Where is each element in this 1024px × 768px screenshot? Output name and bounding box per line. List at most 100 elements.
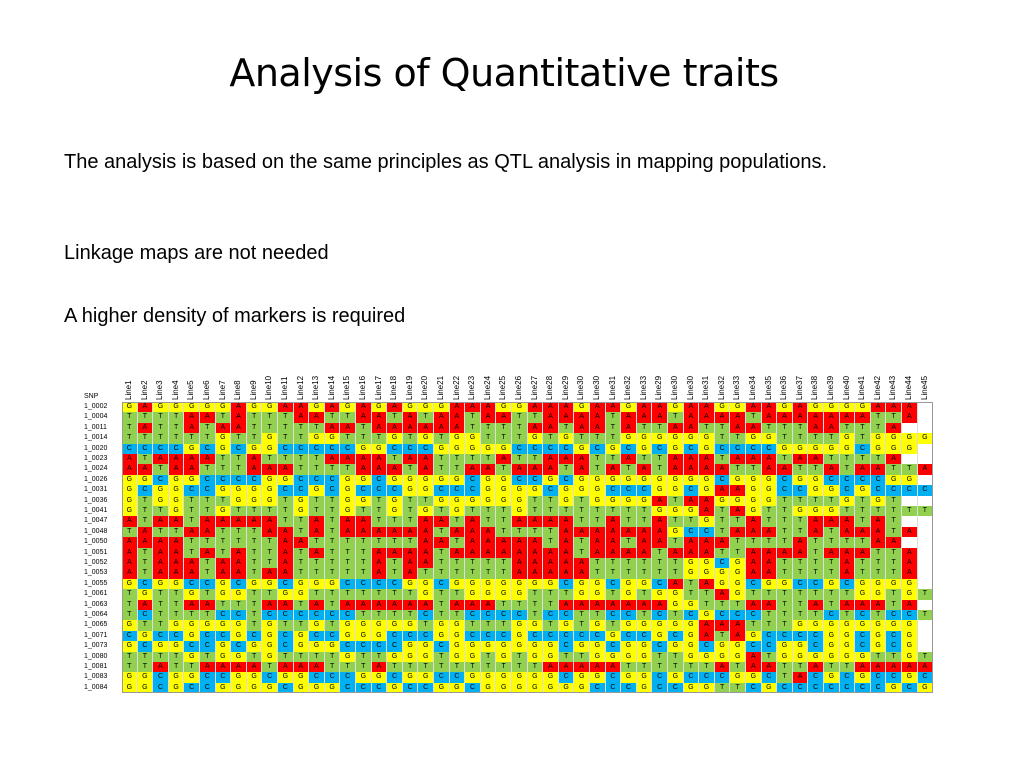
genotype-cell: C bbox=[824, 474, 840, 486]
genotype-cell: G bbox=[231, 620, 247, 631]
genotype-cell: T bbox=[246, 537, 263, 548]
genotype-cell: A bbox=[122, 568, 138, 579]
genotype-cell: A bbox=[605, 547, 622, 558]
genotype-cell: T bbox=[746, 537, 762, 548]
genotype-cell: G bbox=[449, 641, 466, 652]
genotype-cell: T bbox=[387, 558, 403, 569]
genotype-cell bbox=[917, 537, 934, 548]
genotype-cell: T bbox=[168, 589, 185, 600]
genotype-cell: G bbox=[652, 630, 668, 642]
genotype-cell: G bbox=[231, 651, 247, 662]
genotype-cell: T bbox=[449, 464, 466, 475]
genotype-cell: G bbox=[683, 558, 700, 569]
genotype-cell: A bbox=[902, 558, 918, 569]
genotype-cell: G bbox=[309, 433, 325, 444]
genotype-cell: C bbox=[543, 630, 559, 642]
genotype-cell: G bbox=[387, 433, 403, 444]
genotype-cell: A bbox=[558, 402, 575, 413]
genotype-cell: G bbox=[278, 474, 294, 486]
genotype-cell: T bbox=[356, 558, 372, 569]
genotype-cell: G bbox=[855, 578, 871, 590]
genotype-cell: C bbox=[605, 672, 622, 683]
genotype-cell: A bbox=[839, 568, 856, 579]
genotype-cell: T bbox=[184, 433, 200, 444]
genotype-cell: T bbox=[231, 506, 247, 517]
column-header: Line20 bbox=[418, 372, 434, 400]
genotype-cell: G bbox=[699, 651, 715, 662]
genotype-cell: T bbox=[870, 547, 887, 558]
column-header-label: Line42 bbox=[872, 375, 882, 400]
genotype-cell: A bbox=[278, 402, 294, 413]
genotype-cell: T bbox=[449, 537, 466, 548]
genotype-cell: T bbox=[122, 422, 138, 434]
column-header-label: Line20 bbox=[420, 375, 430, 400]
genotype-cell: A bbox=[527, 568, 544, 579]
genotype-cell: G bbox=[558, 485, 575, 496]
genotype-cell: G bbox=[246, 672, 263, 683]
genotype-cell: T bbox=[324, 526, 341, 538]
genotype-cell: T bbox=[855, 506, 871, 517]
genotype-cell: T bbox=[824, 568, 840, 579]
column-header-label: Line30 bbox=[685, 375, 695, 400]
genotype-cell: A bbox=[371, 526, 388, 538]
genotype-cell: A bbox=[402, 422, 419, 434]
genotype-cell: C bbox=[278, 610, 294, 621]
genotype-cell: T bbox=[262, 422, 278, 434]
genotype-cell: A bbox=[231, 568, 247, 579]
genotype-cell: T bbox=[808, 537, 824, 548]
genotype-cell: G bbox=[543, 651, 559, 662]
column-header-label: Line1 bbox=[124, 380, 133, 400]
genotype-cell: T bbox=[652, 464, 668, 475]
genotype-cell: T bbox=[309, 558, 325, 569]
genotype-cell: A bbox=[808, 412, 824, 423]
genotype-cell: G bbox=[309, 620, 325, 631]
genotype-cell: A bbox=[387, 402, 403, 413]
genotype-cell: T bbox=[699, 599, 715, 610]
genotype-cell bbox=[917, 495, 934, 506]
column-header: Line17 bbox=[372, 372, 388, 400]
genotype-cell: T bbox=[200, 495, 216, 506]
genotype-cell: T bbox=[777, 516, 793, 527]
genotype-cell: A bbox=[558, 558, 575, 569]
genotype-cell: T bbox=[761, 537, 778, 548]
genotype-cell: A bbox=[636, 402, 653, 413]
genotype-cell: A bbox=[605, 599, 622, 610]
genotype-cell: G bbox=[574, 589, 590, 600]
genotype-cell: G bbox=[886, 443, 902, 454]
genotype-cell: T bbox=[668, 568, 684, 579]
genotype-cell: T bbox=[605, 589, 622, 600]
genotype-cell: A bbox=[714, 464, 731, 475]
genotype-cell: A bbox=[527, 558, 544, 569]
genotype-cell: T bbox=[262, 412, 278, 423]
genotype-cell: A bbox=[278, 547, 294, 558]
genotype-cell: A bbox=[761, 454, 778, 465]
genotype-cell: G bbox=[340, 651, 356, 662]
genotype-cell: C bbox=[324, 672, 341, 683]
genotype-cell: A bbox=[574, 558, 590, 569]
genotype-cell bbox=[917, 474, 934, 486]
genotype-cell: A bbox=[902, 526, 918, 538]
genotype-cell: G bbox=[122, 620, 138, 631]
genotype-cell: T bbox=[777, 506, 793, 517]
genotype-cell: T bbox=[824, 495, 840, 506]
genotype-cell: C bbox=[231, 610, 247, 621]
genotype-cell: T bbox=[465, 620, 481, 631]
table-row: 1_0026 G G C G G C C C C G G C C C G G C G G G G G C G G C C G C G G G G G… bbox=[84, 474, 934, 486]
genotype-cell: A bbox=[480, 547, 497, 558]
genotype-cell: T bbox=[434, 589, 450, 600]
genotype-cell: T bbox=[278, 454, 294, 465]
genotype-cell: A bbox=[668, 422, 684, 434]
genotype-cell: T bbox=[558, 422, 575, 434]
genotype-cell: G bbox=[558, 620, 575, 631]
genotype-cell: A bbox=[746, 402, 762, 413]
genotype-cell: A bbox=[746, 599, 762, 610]
genotype-cell: T bbox=[746, 464, 762, 475]
genotype-cell: G bbox=[621, 474, 637, 486]
genotype-cell: T bbox=[153, 433, 169, 444]
genotype-cell: T bbox=[480, 651, 497, 662]
snp-id: 1_0050 bbox=[84, 538, 108, 546]
genotype-cell: C bbox=[371, 485, 388, 496]
table-row: 1_0023 A T A A A A T T A T T T T A A A A T A A T T T T A T T A A A T T A T… bbox=[84, 454, 934, 465]
genotype-cell: A bbox=[418, 526, 434, 538]
genotype-cell bbox=[917, 558, 934, 569]
